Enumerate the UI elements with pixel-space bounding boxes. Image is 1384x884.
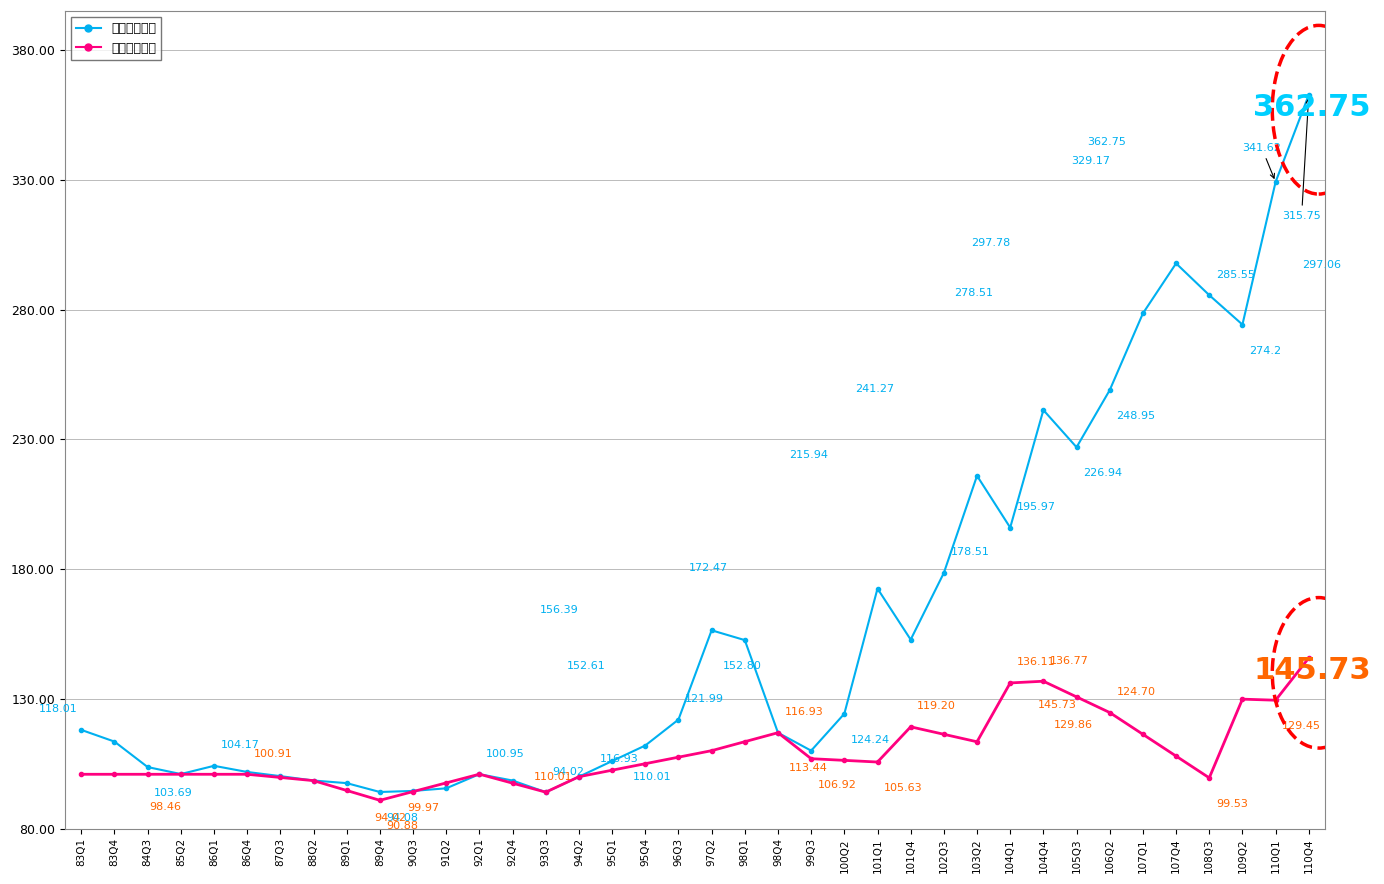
Text: 94.02: 94.02 (375, 813, 407, 823)
Text: 278.51: 278.51 (955, 288, 994, 298)
Text: 129.86: 129.86 (1055, 720, 1093, 730)
Text: 106.92: 106.92 (818, 780, 857, 789)
Text: 119.20: 119.20 (918, 701, 956, 712)
Text: 124.70: 124.70 (1117, 687, 1156, 697)
Text: 241.27: 241.27 (855, 385, 894, 394)
Text: 145.73: 145.73 (1038, 700, 1077, 710)
Text: 172.47: 172.47 (689, 563, 728, 573)
Text: 99.53: 99.53 (1217, 799, 1248, 809)
Text: 121.99: 121.99 (685, 694, 724, 704)
Text: 94.08: 94.08 (386, 813, 418, 823)
Text: 116.93: 116.93 (599, 754, 638, 764)
Text: 195.97: 195.97 (1017, 502, 1056, 512)
Text: 103.69: 103.69 (154, 789, 192, 798)
Text: 94.02: 94.02 (552, 766, 584, 776)
Text: 136.11: 136.11 (1017, 658, 1056, 667)
Text: 178.51: 178.51 (951, 547, 990, 557)
Text: 104.17: 104.17 (220, 740, 260, 751)
Text: 297.06: 297.06 (1302, 260, 1341, 270)
Text: 226.94: 226.94 (1084, 469, 1122, 478)
Text: 362.75: 362.75 (1254, 93, 1370, 122)
Text: 118.01: 118.01 (39, 705, 78, 714)
Text: 215.94: 215.94 (789, 450, 828, 461)
Text: 90.88: 90.88 (386, 821, 418, 832)
Text: 329.17: 329.17 (1071, 156, 1110, 166)
Text: 248.95: 248.95 (1117, 411, 1156, 422)
Text: 116.93: 116.93 (785, 707, 823, 717)
Text: 105.63: 105.63 (884, 783, 923, 793)
Text: 124.24: 124.24 (851, 735, 890, 745)
Text: 99.97: 99.97 (407, 803, 440, 813)
Text: 110.01: 110.01 (534, 772, 573, 781)
Text: 152.61: 152.61 (566, 661, 605, 671)
Text: 156.39: 156.39 (540, 605, 579, 614)
Text: 129.45: 129.45 (1282, 721, 1322, 731)
Text: 145.73: 145.73 (1254, 656, 1372, 685)
Text: 113.44: 113.44 (789, 763, 828, 773)
Text: 315.75: 315.75 (1282, 99, 1320, 221)
Text: 152.80: 152.80 (722, 660, 761, 671)
Text: 362.75: 362.75 (1088, 137, 1127, 147)
Text: 297.78: 297.78 (972, 238, 1010, 248)
Text: 274.2: 274.2 (1250, 346, 1282, 355)
Legend: 信義房價指數, 國泰房價指數: 信義房價指數, 國泰房價指數 (71, 18, 161, 59)
Text: 341.62: 341.62 (1243, 143, 1282, 179)
Text: 98.46: 98.46 (149, 802, 181, 812)
Text: 110.01: 110.01 (634, 772, 671, 781)
Text: 285.55: 285.55 (1217, 270, 1255, 279)
Text: 100.95: 100.95 (486, 749, 525, 758)
Text: 100.91: 100.91 (253, 749, 292, 758)
Text: 136.77: 136.77 (1050, 656, 1089, 666)
